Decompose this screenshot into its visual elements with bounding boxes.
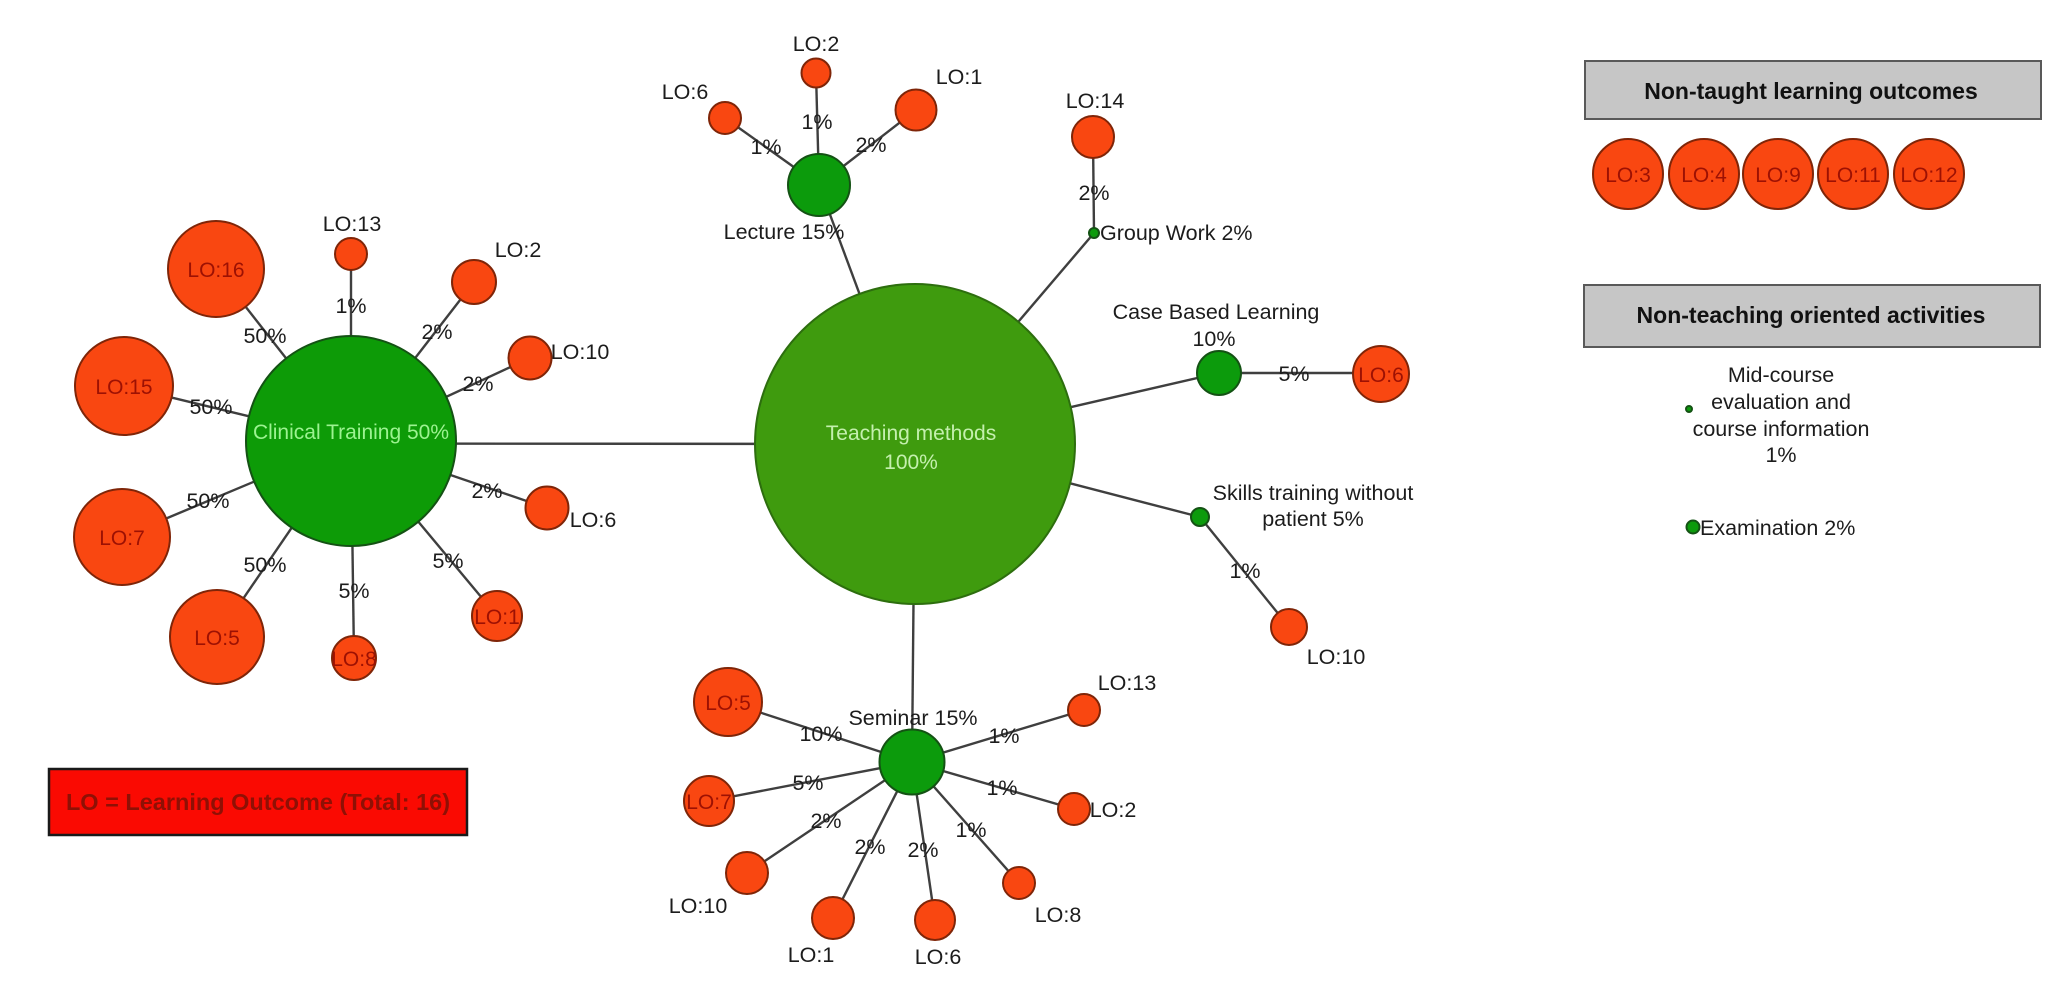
svg-text:LO:2: LO:2 <box>793 32 840 56</box>
svg-text:LO:6: LO:6 <box>1358 364 1404 387</box>
svg-text:LO:5: LO:5 <box>194 627 240 650</box>
svg-text:1%: 1% <box>955 818 986 842</box>
svg-text:LO:7: LO:7 <box>686 791 732 814</box>
svg-text:LO:11: LO:11 <box>1825 164 1881 187</box>
svg-text:2%: 2% <box>907 838 938 862</box>
svg-text:LO:10: LO:10 <box>1307 645 1366 669</box>
svg-text:50%: 50% <box>189 395 232 419</box>
svg-text:5%: 5% <box>1278 362 1309 386</box>
svg-text:100%: 100% <box>884 451 938 474</box>
svg-text:2%: 2% <box>810 809 841 833</box>
svg-text:LO:2: LO:2 <box>1090 798 1137 822</box>
svg-text:2%: 2% <box>421 320 452 344</box>
svg-text:LO:8: LO:8 <box>331 648 377 671</box>
svg-text:LO:6: LO:6 <box>915 945 962 969</box>
svg-text:LO:6: LO:6 <box>570 508 617 532</box>
svg-text:Examination 2%: Examination 2% <box>1700 516 1855 540</box>
svg-text:LO:8: LO:8 <box>1035 903 1082 927</box>
svg-text:LO:14: LO:14 <box>1066 89 1125 113</box>
svg-text:LO:5: LO:5 <box>705 692 751 715</box>
svg-text:1%: 1% <box>801 110 832 134</box>
svg-text:2%: 2% <box>854 835 885 859</box>
svg-text:LO:1: LO:1 <box>788 943 835 967</box>
svg-text:2%: 2% <box>462 372 493 396</box>
svg-text:50%: 50% <box>186 489 229 513</box>
svg-text:LO:10: LO:10 <box>669 894 728 918</box>
svg-text:course information: course information <box>1693 417 1870 441</box>
svg-text:2%: 2% <box>471 479 502 503</box>
svg-text:LO:9: LO:9 <box>1755 164 1801 187</box>
svg-text:LO:1: LO:1 <box>936 65 983 89</box>
svg-text:1%: 1% <box>988 724 1019 748</box>
svg-text:LO:16: LO:16 <box>187 259 244 282</box>
svg-text:LO:12: LO:12 <box>1900 164 1957 187</box>
svg-text:LO:4: LO:4 <box>1681 164 1727 187</box>
svg-text:LO:3: LO:3 <box>1605 164 1651 187</box>
svg-text:5%: 5% <box>338 579 369 603</box>
svg-text:10%: 10% <box>799 722 842 746</box>
svg-text:Skills training without: Skills training without <box>1213 481 1414 505</box>
svg-text:LO:15: LO:15 <box>95 376 152 399</box>
svg-text:1%: 1% <box>1765 443 1796 467</box>
svg-text:Group Work 2%: Group Work 2% <box>1100 221 1253 245</box>
svg-text:LO:13: LO:13 <box>323 212 382 236</box>
svg-text:Teaching methods: Teaching methods <box>826 422 996 445</box>
svg-text:Seminar 15%: Seminar 15% <box>848 706 977 730</box>
svg-text:2%: 2% <box>855 133 886 157</box>
svg-text:LO:1: LO:1 <box>474 606 520 629</box>
svg-text:1%: 1% <box>750 135 781 159</box>
svg-text:LO:10: LO:10 <box>551 340 610 364</box>
svg-text:Non-teaching oriented activiti: Non-teaching oriented activities <box>1637 302 1986 328</box>
svg-text:Case Based Learning: Case Based Learning <box>1113 300 1320 324</box>
svg-text:evaluation and: evaluation and <box>1711 390 1851 414</box>
svg-text:patient 5%: patient 5% <box>1262 507 1364 531</box>
svg-text:LO:6: LO:6 <box>662 80 709 104</box>
svg-text:LO:7: LO:7 <box>99 527 145 550</box>
svg-text:10%: 10% <box>1192 327 1235 351</box>
svg-text:1%: 1% <box>986 776 1017 800</box>
svg-text:1%: 1% <box>1229 559 1260 583</box>
svg-text:5%: 5% <box>792 771 823 795</box>
svg-text:50%: 50% <box>243 324 286 348</box>
svg-text:2%: 2% <box>1078 181 1109 205</box>
svg-text:Mid-course: Mid-course <box>1728 363 1834 387</box>
svg-text:5%: 5% <box>432 549 463 573</box>
svg-text:Non-taught learning outcomes: Non-taught learning outcomes <box>1644 78 1978 104</box>
svg-text:1%: 1% <box>335 294 366 318</box>
svg-text:Clinical Training 50%: Clinical Training 50% <box>253 421 449 444</box>
svg-text:Lecture 15%: Lecture 15% <box>724 220 845 244</box>
svg-text:LO:13: LO:13 <box>1098 671 1157 695</box>
svg-text:50%: 50% <box>243 553 286 577</box>
svg-text:LO = Learning Outcome (Total:: LO = Learning Outcome (Total: 16) <box>66 789 450 815</box>
svg-text:LO:2: LO:2 <box>495 238 542 262</box>
